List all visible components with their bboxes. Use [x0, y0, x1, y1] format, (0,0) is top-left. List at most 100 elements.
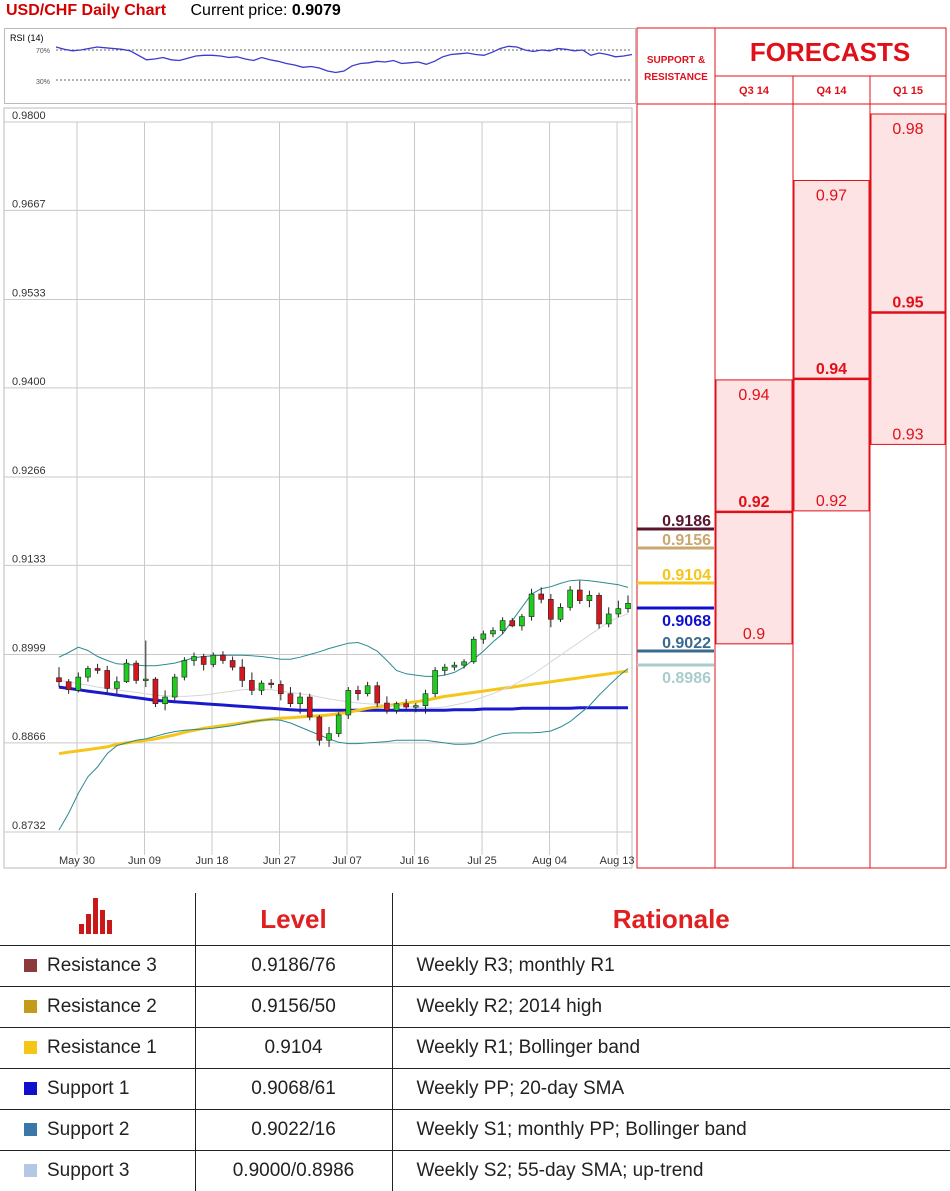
candle — [413, 703, 419, 713]
level-label: 0.9156 — [662, 532, 711, 549]
candle — [519, 613, 525, 631]
forecasts-title: FORECASTS — [750, 37, 910, 67]
candle — [364, 681, 371, 697]
candle — [306, 693, 313, 721]
row-name: Support 2 — [47, 1119, 130, 1140]
row-level: 0.9104 — [194, 1027, 392, 1069]
table-header-rationale: Rationale — [391, 893, 950, 946]
table-row: Resistance 1 0.9104 Weekly R1; Bollinger… — [0, 1027, 950, 1069]
forecast-quarter-label: Q3 14 — [739, 85, 770, 97]
current-price: 0.9079 — [291, 2, 341, 19]
candle — [191, 652, 197, 666]
candle — [480, 630, 487, 644]
row-level: 0.9022/16 — [194, 1109, 392, 1151]
candle-up — [191, 656, 197, 661]
y-tick-label: 0.9667 — [12, 198, 46, 210]
y-tick-label: 0.9400 — [12, 376, 46, 388]
candle — [239, 659, 246, 688]
row-name: Support 1 — [47, 1078, 130, 1099]
candle — [249, 672, 255, 696]
candle-up — [345, 690, 352, 716]
table-row: Support 2 0.9022/16 Weekly S1; monthly P… — [0, 1109, 950, 1151]
levels-table: Level Rationale Resistance 3 0.9186/76 W… — [0, 893, 950, 1191]
candle — [615, 600, 622, 618]
level-label: 0.9186 — [662, 513, 711, 530]
y-tick-label: 0.8866 — [12, 731, 46, 743]
candle-up — [586, 595, 593, 601]
candle-down — [56, 677, 62, 683]
row-name-cell: Support 3 — [0, 1150, 195, 1191]
forecast-range-box — [870, 113, 946, 445]
row-rationale: Weekly PP; 20-day SMA — [391, 1068, 950, 1110]
candle-up — [441, 666, 448, 671]
rsi-lower-label: 30% — [36, 79, 50, 86]
candle-down — [403, 703, 409, 708]
color-swatch — [24, 1123, 37, 1136]
row-rationale: Weekly S2; 55-day SMA; up-trend — [391, 1150, 950, 1191]
rsi-label: RSI (14) — [10, 33, 44, 43]
candle-up — [75, 676, 82, 691]
color-swatch — [24, 1000, 37, 1013]
row-name-cell: Resistance 3 — [0, 945, 195, 987]
candle — [461, 659, 467, 669]
candle-down — [316, 716, 323, 741]
candle — [171, 673, 178, 701]
candle — [181, 657, 188, 681]
candle-up — [567, 589, 573, 608]
candle-down — [548, 599, 554, 620]
forecast-quarter-label: Q4 14 — [817, 85, 848, 97]
forecast-high-label: 0.98 — [892, 121, 923, 138]
candle — [403, 699, 409, 711]
candle-up — [171, 676, 178, 698]
candle — [220, 651, 226, 664]
candle-up — [451, 664, 458, 668]
candle — [75, 672, 82, 693]
candle — [345, 687, 352, 719]
candle-down — [538, 593, 545, 600]
x-tick-label: Jun 18 — [196, 855, 229, 867]
candle-down — [133, 662, 139, 681]
candle — [142, 640, 149, 688]
candle-up — [297, 696, 303, 704]
level-label: 0.8986 — [662, 670, 711, 687]
candle — [528, 588, 535, 621]
row-name-cell: Support 1 — [0, 1068, 195, 1110]
y-tick-label: 0.8999 — [12, 643, 46, 655]
row-rationale: Weekly R2; 2014 high — [391, 986, 950, 1028]
candle-up — [480, 633, 487, 640]
candle — [499, 617, 506, 634]
forecast-panel: SUPPORT & RESISTANCE FORECASTS Q3 14 0.94 0.9… — [636, 27, 947, 869]
candle-up — [519, 616, 525, 627]
y-tick-label: 0.8732 — [12, 820, 46, 832]
rsi-upper-label: 70% — [36, 48, 50, 55]
row-level: 0.9068/61 — [194, 1068, 392, 1110]
row-name: Support 3 — [47, 1160, 130, 1181]
candle-up — [557, 606, 564, 620]
forecast-high-label: 0.94 — [738, 387, 769, 404]
candle — [104, 665, 111, 694]
candle-down — [104, 670, 111, 689]
candle-up — [615, 608, 622, 615]
candle — [490, 627, 496, 638]
candle — [441, 663, 448, 676]
candle-down — [355, 690, 361, 695]
candle — [567, 586, 573, 611]
candle-up — [364, 685, 371, 695]
candle-up — [142, 678, 149, 681]
candle — [65, 679, 72, 694]
forecast-low-label: 0.93 — [892, 426, 923, 443]
candle — [538, 587, 545, 604]
x-tick-label: Jun 27 — [263, 855, 296, 867]
x-tick-label: Jul 16 — [400, 855, 429, 867]
x-tick-label: May 30 — [59, 855, 95, 867]
series-line-3 — [58, 668, 629, 831]
y-tick-label: 0.9266 — [12, 465, 46, 477]
candle-down — [374, 685, 381, 704]
candle — [297, 692, 303, 714]
forecast-mid-label: 0.92 — [738, 494, 769, 511]
candle — [162, 690, 168, 711]
candle — [596, 592, 602, 629]
table-chart-icon-cell — [0, 893, 195, 946]
level-label: 0.9104 — [662, 567, 711, 584]
candle — [316, 714, 323, 746]
